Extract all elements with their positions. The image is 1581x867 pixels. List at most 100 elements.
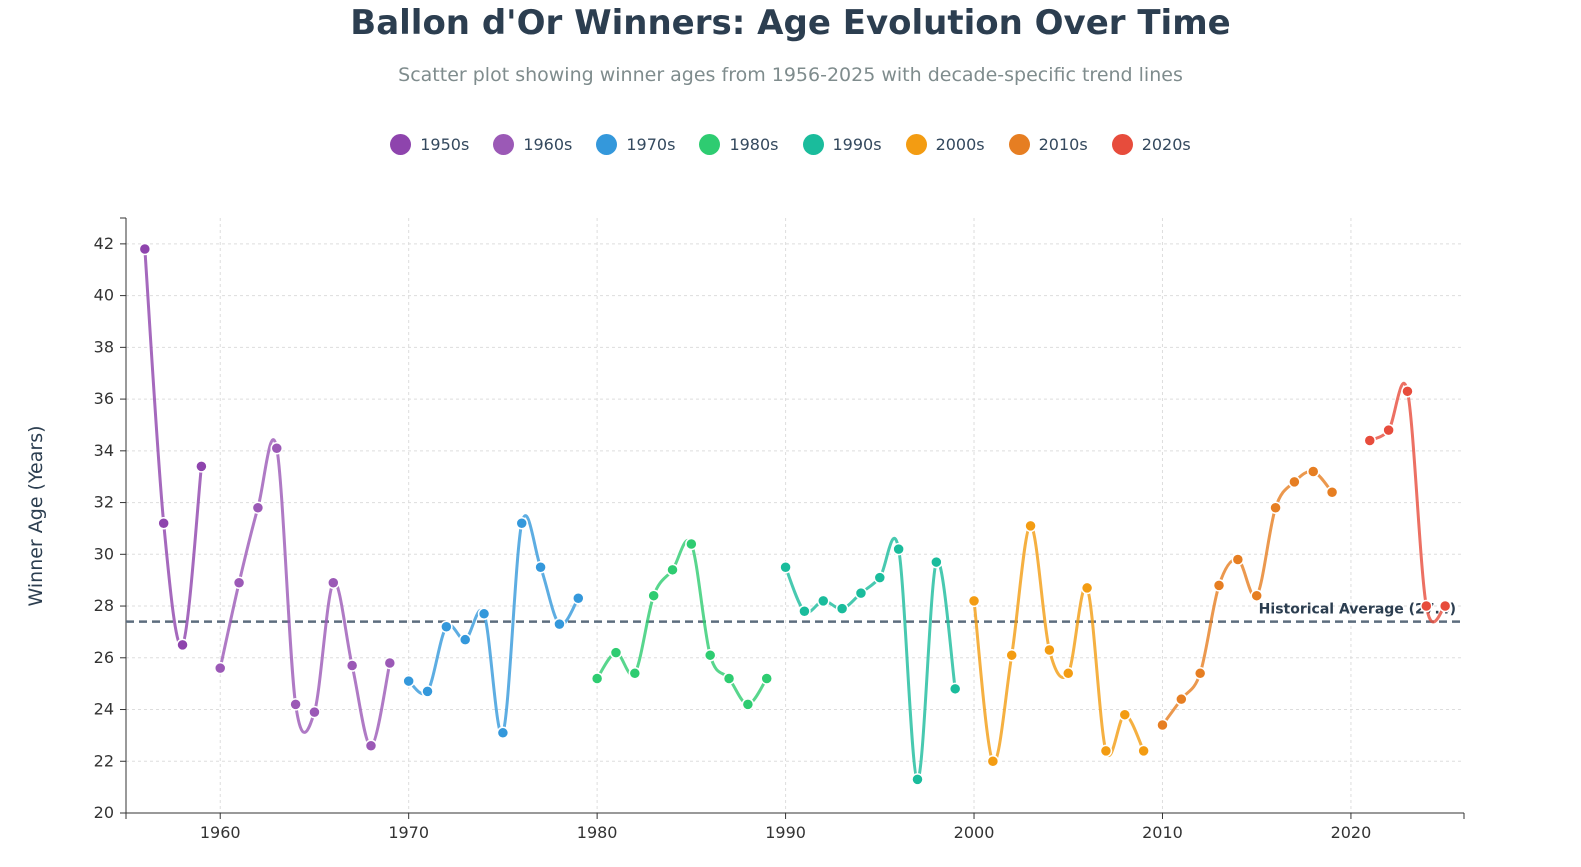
trend-line (595, 539, 768, 706)
data-point[interactable] (722, 672, 736, 685)
data-point[interactable] (477, 607, 491, 621)
y-tick-label: 24 (94, 700, 114, 719)
data-point[interactable] (817, 594, 830, 608)
data-point[interactable] (1043, 643, 1056, 657)
axes: 20 22 24 26 28 30 32 34 36 38 40 42 1960 1970 1980 1990… (94, 217, 1465, 842)
average-line-group: Historical Average (27.4) (126, 602, 1464, 623)
legend-item-1990s[interactable]: 1990s (802, 134, 882, 155)
legend-item-1980s[interactable]: 1980s (699, 134, 779, 155)
data-point[interactable] (1306, 465, 1320, 478)
data-point[interactable] (1363, 434, 1377, 447)
data-point[interactable] (1175, 692, 1188, 706)
data-point[interactable] (628, 667, 642, 680)
data-point[interactable] (1024, 519, 1037, 533)
data-point[interactable] (760, 672, 773, 685)
y-tick-label: 36 (94, 389, 114, 408)
data-point[interactable] (948, 682, 962, 696)
data-point[interactable] (1420, 599, 1433, 613)
data-point[interactable] (1438, 599, 1452, 613)
data-point[interactable] (1193, 667, 1207, 680)
y-tick-label: 38 (94, 337, 114, 356)
data-point[interactable] (1062, 667, 1075, 680)
data-point[interactable] (930, 555, 943, 569)
chart-title: Ballon d'Or Winners: Age Evolution Over … (350, 3, 1231, 43)
data-point[interactable] (1005, 648, 1018, 662)
y-tick-label: 28 (94, 596, 114, 615)
data-point[interactable] (911, 773, 924, 786)
data-point[interactable] (986, 755, 1000, 768)
data-point[interactable] (854, 586, 868, 600)
legend-item-1960s[interactable]: 1960s (493, 134, 572, 155)
x-tick-label: 1960 (200, 823, 241, 842)
legend-item-2010s[interactable]: 2010s (1008, 134, 1088, 155)
trend-line (143, 248, 203, 648)
data-point[interactable] (327, 576, 340, 590)
data-point[interactable] (1080, 581, 1094, 595)
data-point[interactable] (515, 517, 528, 530)
data-point[interactable] (1325, 485, 1339, 499)
data-point[interactable] (873, 571, 887, 584)
data-point[interactable] (1288, 475, 1301, 489)
data-point[interactable] (1250, 589, 1263, 602)
legend-swatch (699, 134, 721, 155)
data-point[interactable] (967, 594, 981, 608)
data-point[interactable] (232, 576, 246, 590)
data-point[interactable] (534, 560, 547, 574)
data-point[interactable] (345, 659, 359, 672)
data-point[interactable] (251, 501, 265, 514)
data-point[interactable] (1401, 385, 1414, 398)
legend-swatch (905, 134, 927, 155)
data-point[interactable] (440, 620, 453, 633)
trend-line (218, 438, 392, 748)
data-point[interactable] (421, 685, 434, 698)
legend: 1950s 1960s 1970s 1980s 1990s 2000s 2010s 2020s (0, 134, 1581, 155)
y-axis-label: Winner Age (Years) (25, 425, 47, 606)
legend-item-1950s[interactable]: 1950s (390, 134, 469, 155)
series-group (138, 242, 1452, 786)
data-point[interactable] (553, 617, 566, 631)
data-point[interactable] (195, 460, 208, 473)
data-point[interactable] (572, 592, 585, 605)
data-point[interactable] (1269, 501, 1282, 514)
series-1960s (213, 438, 397, 752)
data-point[interactable] (647, 589, 660, 602)
data-point[interactable] (157, 517, 170, 530)
data-point[interactable] (685, 537, 698, 551)
data-point[interactable] (270, 441, 284, 455)
data-point[interactable] (1156, 718, 1169, 732)
data-point[interactable] (138, 242, 152, 256)
data-point[interactable] (835, 602, 849, 615)
data-point[interactable] (1137, 744, 1150, 758)
data-point[interactable] (364, 739, 378, 752)
legend-item-2020s[interactable]: 2020s (1111, 134, 1191, 155)
data-point[interactable] (609, 646, 623, 659)
data-point[interactable] (666, 563, 679, 577)
legend-item-1970s[interactable]: 1970s (596, 134, 675, 155)
data-point[interactable] (458, 633, 472, 646)
series-1950s (138, 242, 208, 652)
y-tick-label: 26 (94, 648, 114, 667)
y-tick-label: 40 (94, 286, 114, 305)
data-point[interactable] (402, 674, 415, 688)
data-point[interactable] (1231, 553, 1245, 566)
data-point[interactable] (289, 698, 302, 711)
data-point[interactable] (496, 726, 510, 740)
data-point[interactable] (1099, 744, 1113, 758)
data-point[interactable] (892, 542, 905, 556)
data-point[interactable] (1212, 579, 1226, 592)
data-point[interactable] (590, 672, 604, 685)
data-point[interactable] (1118, 708, 1132, 721)
data-point[interactable] (308, 705, 321, 719)
data-point[interactable] (1382, 423, 1395, 437)
legend-item-2000s[interactable]: 2000s (905, 134, 985, 155)
data-point[interactable] (213, 661, 227, 675)
data-point[interactable] (383, 656, 397, 670)
data-point[interactable] (779, 560, 792, 574)
data-point[interactable] (176, 638, 189, 652)
trend-line (407, 514, 580, 736)
data-point[interactable] (703, 648, 717, 662)
x-tick-label: 2010 (1142, 823, 1183, 842)
data-point[interactable] (798, 604, 811, 618)
data-point[interactable] (741, 698, 755, 711)
